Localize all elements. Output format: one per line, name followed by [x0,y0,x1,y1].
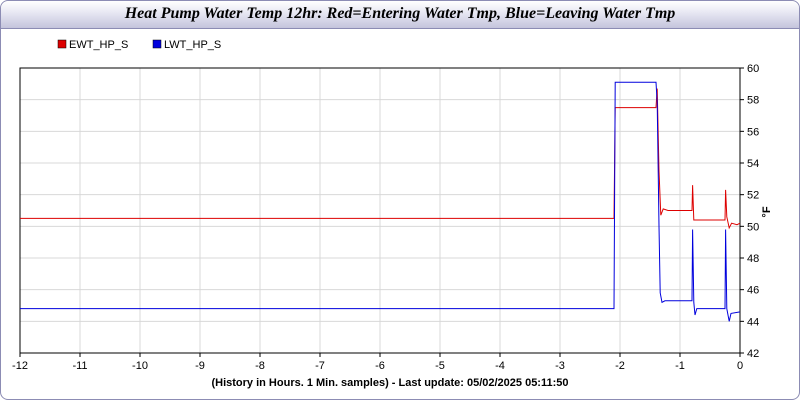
y-tick-label: 60 [747,63,759,75]
x-tick-label: -7 [315,360,325,372]
x-axis-label: (History in Hours. 1 Min. samples) - Las… [211,377,568,389]
y-tick-label: 54 [747,158,759,170]
series-line-ewt-hp-s [20,88,741,230]
legend-label: LWT_HP_S [164,39,221,51]
y-tick-label: 50 [747,221,759,233]
x-tick-label: -4 [495,360,505,372]
chart-title: Heat Pump Water Temp 12hr: Red=Entering … [124,5,676,22]
y-tick-label: 44 [747,316,759,328]
x-tick-label: -1 [675,360,685,372]
x-tick-label: -3 [555,360,565,372]
title-bar: Heat Pump Water Temp 12hr: Red=Entering … [1,1,799,29]
y-tick-label: 56 [747,126,759,138]
y-tick-label: 46 [747,285,759,297]
y-tick-label: 52 [747,190,759,202]
x-tick-label: -10 [132,360,148,372]
x-tick-label: -11 [72,360,87,372]
series-line-lwt-hp-s [20,81,741,322]
x-tick-label: -9 [195,360,205,372]
y-tick-label: 42 [747,348,759,360]
plot-border [19,67,741,354]
y-tick-label: 48 [747,253,759,265]
legend-swatch [152,39,162,49]
x-tick-label: -6 [375,360,385,372]
x-tick-label: -12 [12,360,28,372]
y-tick-label: 58 [747,95,759,107]
x-tick-label: -5 [435,360,445,372]
legend-label: EWT_HP_S [69,39,128,51]
x-tick-label: 0 [737,360,743,372]
x-tick-label: -8 [255,360,265,372]
legend-swatch [57,39,67,49]
y-axis-label: °F [761,206,773,217]
x-tick-label: -2 [615,360,625,372]
